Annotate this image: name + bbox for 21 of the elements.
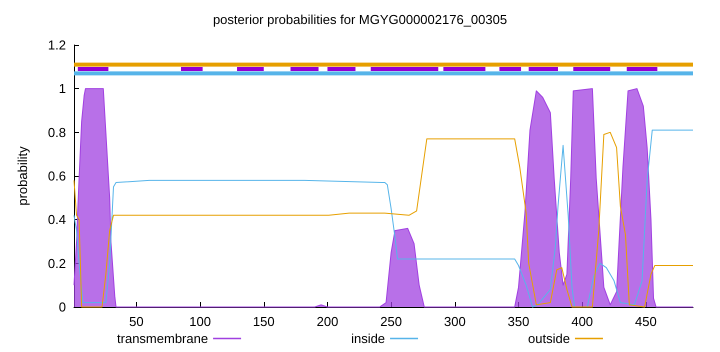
x-tick-label: 150 [252, 314, 275, 329]
x-tick-label: 350 [508, 314, 530, 329]
x-tick-label: 100 [189, 314, 211, 329]
x-tick-label: 300 [444, 314, 466, 329]
x-tick-label: 400 [571, 314, 594, 329]
x-tick-label: 200 [316, 314, 338, 329]
chart-title: posterior probabilities for MGYG000002176_00305 [212, 12, 508, 27]
x-tick-label: 50 [129, 314, 144, 329]
x-tick-label: 450 [635, 314, 657, 329]
y-tick-label: 0 [58, 300, 66, 314]
y-axis-title: probability [15, 146, 30, 206]
legend-label: inside [351, 331, 386, 346]
y-tick-label: 0.6 [48, 168, 66, 184]
y-tick-label: 0.2 [48, 256, 66, 271]
legend-label: transmembrane [117, 331, 208, 346]
legend-label: outside [528, 331, 570, 346]
y-tick-label: 0.8 [48, 124, 66, 140]
x-tick-label: 250 [380, 314, 402, 329]
y-tick-label: 1 [58, 81, 66, 96]
y-tick-label: 1.2 [48, 38, 66, 52]
y-tick-label: 0.4 [48, 212, 66, 228]
